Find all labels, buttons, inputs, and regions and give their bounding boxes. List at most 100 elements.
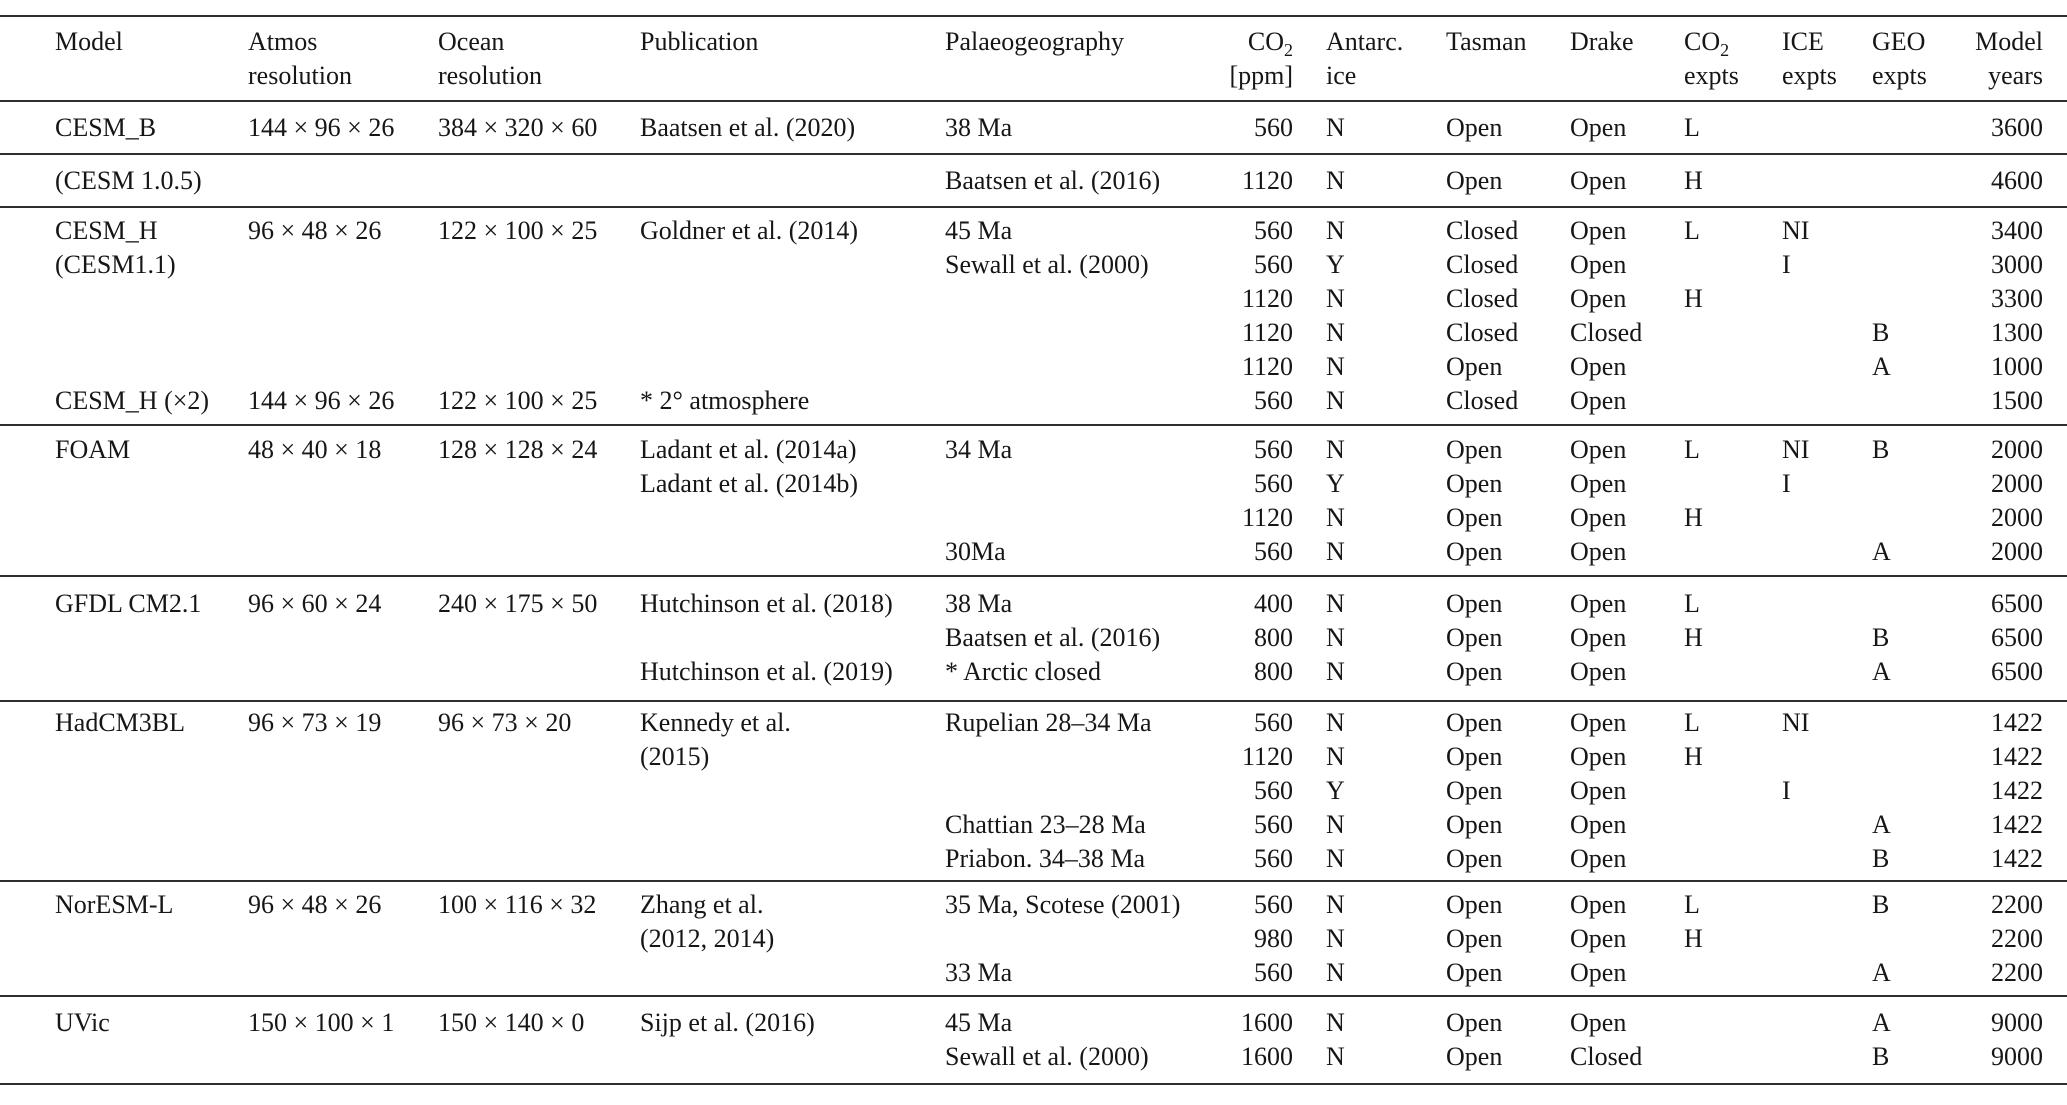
table-cell xyxy=(640,774,945,808)
table-cell: N xyxy=(1326,623,1345,652)
table-cell: Open xyxy=(1570,435,1627,464)
table-row: 33 Ma 560 N Open Open A 2200 xyxy=(0,956,2067,997)
table-cell xyxy=(640,1040,945,1085)
table-cell: 1422 xyxy=(1991,742,2043,771)
table-cell xyxy=(1680,1040,1778,1085)
table-cell xyxy=(1868,701,1968,740)
table-row: UVic 150 × 100 × 1 150 × 140 × 0 Sijp et al… xyxy=(0,996,2067,1040)
col-header-model-years: Model years xyxy=(1968,16,2067,102)
table-cell xyxy=(0,467,248,501)
table-cell: 35 Ma, Scotese (2001) xyxy=(945,890,1181,919)
table-cell xyxy=(1778,881,1868,922)
table-cell: B xyxy=(1872,890,1890,919)
table-cell: CESM_B xyxy=(0,101,248,155)
table-row: 1120 N Closed Open H 3300 xyxy=(0,282,2067,316)
table-cell xyxy=(1778,535,1868,577)
table-cell: Closed xyxy=(1441,384,1566,426)
table-cell: Open xyxy=(1570,216,1627,245)
table-section: GFDL CM2.1 96 × 60 × 24 240 × 175 × 50 Hutc… xyxy=(0,576,2067,702)
table-cell: 1422 xyxy=(1968,842,2067,882)
table-cell: Baatsen et al. (2016) xyxy=(945,154,1198,208)
col-header-publication: Publication xyxy=(640,16,945,102)
table-cell xyxy=(1868,922,1968,956)
table-row: (CESM 1.0.5) Baatsen et al. (2016) 1120 N Op… xyxy=(0,154,2067,208)
table-cell: Sewall et al. (2000) xyxy=(945,250,1149,279)
table-cell: Open xyxy=(1446,623,1503,652)
table-row: Sewall et al. (2000) 1600 N Open Closed B 9000 xyxy=(0,1040,2067,1085)
table-cell xyxy=(945,922,1198,956)
table-cell: 560 xyxy=(1198,101,1293,155)
table-cell xyxy=(1680,535,1778,577)
table-row: (CESM1.1) Sewall et al. (2000) 560 Y Closed O… xyxy=(0,248,2067,282)
table-cell xyxy=(1868,467,1968,501)
table-cell: Open xyxy=(1446,503,1503,532)
table-cell: 2000 xyxy=(1991,435,2043,464)
table-cell: Y xyxy=(1326,776,1345,805)
table-cell: 96 × 48 × 26 xyxy=(248,216,382,245)
table-cell: Hutchinson et al. (2018) xyxy=(640,589,893,618)
table-cell: 1300 xyxy=(1991,318,2043,347)
table-cell: N xyxy=(1326,924,1345,953)
table-cell xyxy=(640,501,945,535)
table-cell: Baatsen et al. (2020) xyxy=(640,101,945,155)
table-cell: Open xyxy=(1441,154,1566,208)
table-cell xyxy=(1868,740,1968,774)
table-cell: 560 xyxy=(1254,810,1293,839)
table-cell: 560 xyxy=(1254,469,1293,498)
table-cell: Open xyxy=(1441,956,1566,997)
table-cell xyxy=(248,535,438,577)
table-cell: 96 × 73 × 20 xyxy=(438,708,572,737)
table-cell: Open xyxy=(1566,384,1680,426)
table-cell: Ladant et al. (2014b) xyxy=(640,469,859,498)
table-cell xyxy=(945,282,1198,316)
table-cell: 1120 xyxy=(1241,742,1293,771)
table-cell: Open xyxy=(1446,924,1503,953)
table-section: NorESM-L 96 × 48 × 26 100 × 116 × 32 Zhang … xyxy=(0,881,2067,997)
table-cell xyxy=(438,774,640,808)
table-cell xyxy=(1868,101,1968,155)
table-cell: 6500 xyxy=(1991,589,2043,618)
table-cell: N xyxy=(1293,655,1441,702)
table-cell xyxy=(438,655,640,702)
table-row: 1120 N Closed Closed B 1300 xyxy=(0,316,2067,350)
table-cell: Open xyxy=(1441,842,1566,882)
table-cell: Open xyxy=(1570,742,1627,771)
table-cell: 240 × 175 × 50 xyxy=(438,589,598,618)
table-cell: B xyxy=(1872,623,1890,652)
table-cell: NI xyxy=(1782,435,1810,464)
table-cell: 2000 xyxy=(1991,503,2043,532)
table-cell: 34 Ma xyxy=(945,435,1013,464)
header-line: Ocean xyxy=(438,27,505,56)
table-cell xyxy=(1680,956,1778,997)
table-cell: Open xyxy=(1446,776,1503,805)
table-section: CESM_H 96 × 48 × 26 122 × 100 × 25 Goldner … xyxy=(0,207,2067,426)
table-cell xyxy=(1680,350,1778,384)
table-cell: Closed xyxy=(1566,1040,1680,1085)
table-cell: N xyxy=(1326,216,1345,245)
header-line: CO2 xyxy=(1247,27,1293,61)
table-cell: H xyxy=(1684,924,1703,953)
col-header-co2-expts: CO2 expts xyxy=(1680,16,1778,102)
table-row: Baatsen et al. (2016) 800 N Open Open H B 6500 xyxy=(0,621,2067,655)
table-cell: 560 xyxy=(1254,216,1293,245)
table-cell: * Arctic closed xyxy=(945,655,1198,702)
table-cell xyxy=(0,535,248,577)
col-header-ice-expts: ICE expts xyxy=(1778,16,1868,102)
table-cell: Y xyxy=(1326,250,1345,279)
table-cell: Chattian 23–28 Ma xyxy=(945,810,1146,839)
table-cell xyxy=(248,467,438,501)
col-header-palaeogeography: Palaeogeography xyxy=(945,16,1198,102)
table-cell: 560 xyxy=(1254,250,1293,279)
table-row: Hutchinson et al. (2019) * Arctic closed 8… xyxy=(0,655,2067,702)
table-cell xyxy=(1680,655,1778,702)
table-cell: NorESM-L xyxy=(55,890,174,919)
table-cell xyxy=(640,808,945,842)
table-cell: GFDL CM2.1 xyxy=(55,589,202,618)
header-line: Publication xyxy=(640,27,759,56)
table-cell xyxy=(1680,467,1778,501)
table-cell: H xyxy=(1684,623,1703,652)
table-cell: Open xyxy=(1441,655,1566,702)
table-cell: N xyxy=(1326,503,1345,532)
table-cell: 2200 xyxy=(1991,924,2043,953)
